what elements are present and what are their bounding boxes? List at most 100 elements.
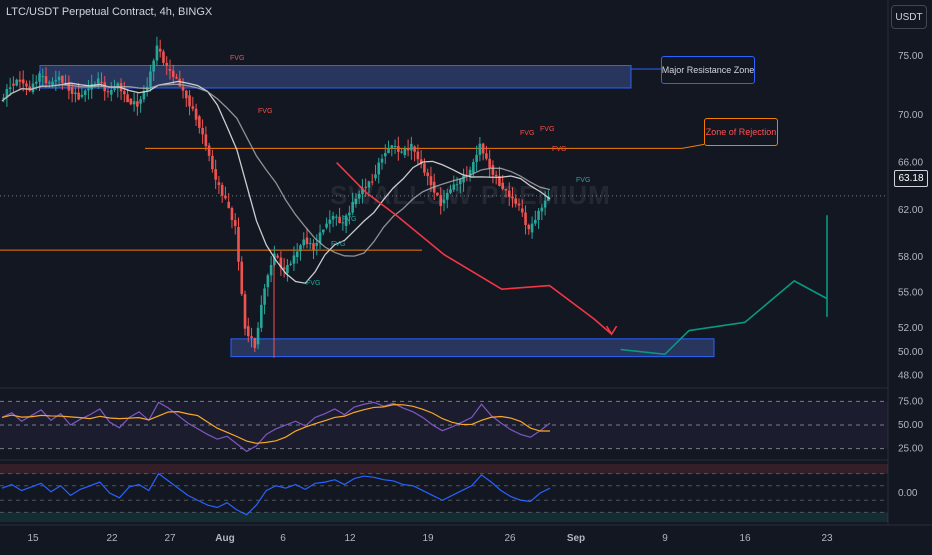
osc-overbought-band <box>0 464 888 474</box>
candle-body <box>34 81 38 84</box>
candle-body <box>370 181 374 183</box>
candle-body <box>286 264 289 274</box>
candle-body <box>266 275 270 288</box>
candle-body <box>517 203 521 206</box>
candle-body <box>230 207 234 221</box>
price-tick-label: 70.00 <box>898 110 923 121</box>
candle-body <box>136 101 139 107</box>
candle-body <box>211 155 214 170</box>
candle-body <box>31 83 35 93</box>
fvg-label: FVG <box>331 241 345 248</box>
rsi-tick-label: 75.00 <box>898 396 923 407</box>
candle-body <box>491 165 495 175</box>
candle-body <box>155 45 159 61</box>
candle-body <box>204 134 208 147</box>
candle-body <box>494 174 498 177</box>
candle-body <box>224 195 227 199</box>
candle-body <box>279 257 283 268</box>
candle-body <box>540 207 544 212</box>
candle-body <box>341 222 345 224</box>
candle-body <box>123 91 126 95</box>
candle-body <box>299 245 302 252</box>
rejection-connector <box>681 143 705 149</box>
candle-body <box>168 68 172 71</box>
candle-body <box>2 97 5 100</box>
major-resistance-label: Major Resistance Zone <box>661 56 755 84</box>
candle-body <box>445 192 449 200</box>
candle-body <box>295 251 299 257</box>
candle-body <box>413 146 416 152</box>
candle-body <box>351 201 354 213</box>
candle-body <box>331 215 335 220</box>
rsi-tick-label: 25.00 <box>898 444 923 455</box>
candle-body <box>380 158 384 163</box>
fvg-label: FVG <box>552 146 566 153</box>
candle-body <box>527 224 531 230</box>
candle-body <box>67 83 71 91</box>
candle-body <box>292 255 296 264</box>
candle-body <box>18 79 22 82</box>
candle-body <box>361 188 364 195</box>
candle-body <box>246 326 250 337</box>
candle-body <box>12 83 15 86</box>
time-tick-label: 26 <box>504 533 516 544</box>
candle-body <box>468 169 472 177</box>
candle-body <box>96 78 100 84</box>
candle-body <box>220 184 224 196</box>
time-tick-label: 6 <box>280 533 286 544</box>
candle-body <box>429 176 433 186</box>
candle-body <box>410 143 413 151</box>
bullish-projection <box>620 214 828 356</box>
candle-body <box>256 327 260 345</box>
candle-body <box>260 304 263 328</box>
candle-body <box>472 162 475 173</box>
candle-body <box>321 229 325 233</box>
time-tick-label: 27 <box>164 533 176 544</box>
fvg-label: FVG <box>342 216 356 223</box>
candle-body <box>514 198 518 204</box>
price-tick-label: 58.00 <box>898 252 923 263</box>
candle-body <box>397 146 400 152</box>
candle-body <box>44 76 48 84</box>
candle-body <box>77 92 80 100</box>
time-tick-label: Aug <box>215 533 234 544</box>
price-tick-label: 55.00 <box>898 288 923 299</box>
candle-body <box>348 212 351 216</box>
candle-body <box>5 88 9 98</box>
candle-body <box>426 172 429 177</box>
candle-body <box>312 243 315 250</box>
currency-button[interactable]: USDT <box>891 5 927 29</box>
candle-body <box>282 267 286 270</box>
candle-body <box>475 154 478 162</box>
candle-body <box>416 151 420 160</box>
candle-body <box>318 232 322 243</box>
time-tick-label: 9 <box>662 533 668 544</box>
candle-body <box>458 179 462 185</box>
candle-body <box>194 108 198 120</box>
candle-body <box>15 79 18 86</box>
candle-body <box>315 242 319 246</box>
candle-body <box>524 212 527 226</box>
candle-body <box>214 169 217 180</box>
candle-body <box>308 243 312 245</box>
candle-body <box>462 175 465 183</box>
candle-body <box>54 80 58 82</box>
ma-slow <box>1 83 551 257</box>
candle-body <box>481 143 485 154</box>
candle-body <box>289 263 292 265</box>
candle-body <box>233 220 237 227</box>
candle-body <box>367 181 371 188</box>
candle-body <box>142 90 146 100</box>
candle-body <box>305 237 309 245</box>
candle-body <box>61 75 64 83</box>
fvg-label: FVG <box>306 280 320 287</box>
candle-body <box>126 94 129 103</box>
rsi-tick-label: 50.00 <box>898 420 923 431</box>
candle-body <box>70 87 74 94</box>
candle-body <box>106 91 110 93</box>
price-tick-label: 48.00 <box>898 371 923 382</box>
time-tick-label: 19 <box>422 533 434 544</box>
oscillator-line <box>1 472 551 516</box>
